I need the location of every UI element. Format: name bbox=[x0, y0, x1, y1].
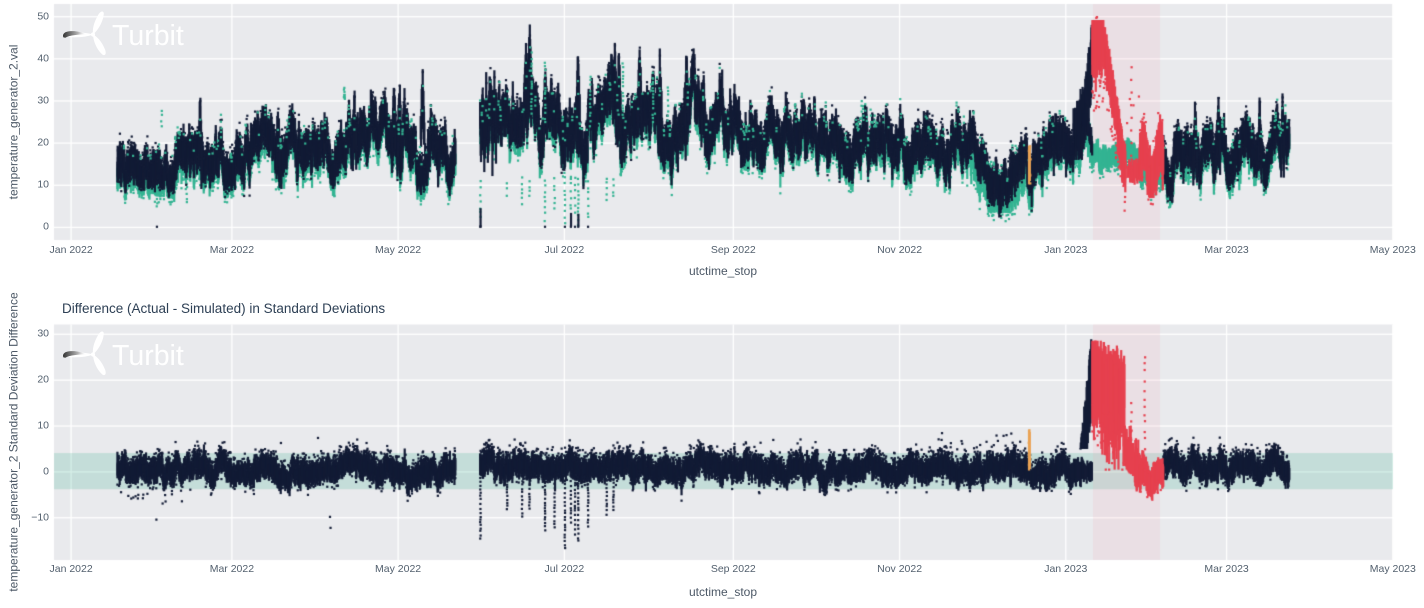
svg-text:Turbit: Turbit bbox=[112, 340, 184, 372]
svg-text:Turbit: Turbit bbox=[112, 20, 184, 52]
